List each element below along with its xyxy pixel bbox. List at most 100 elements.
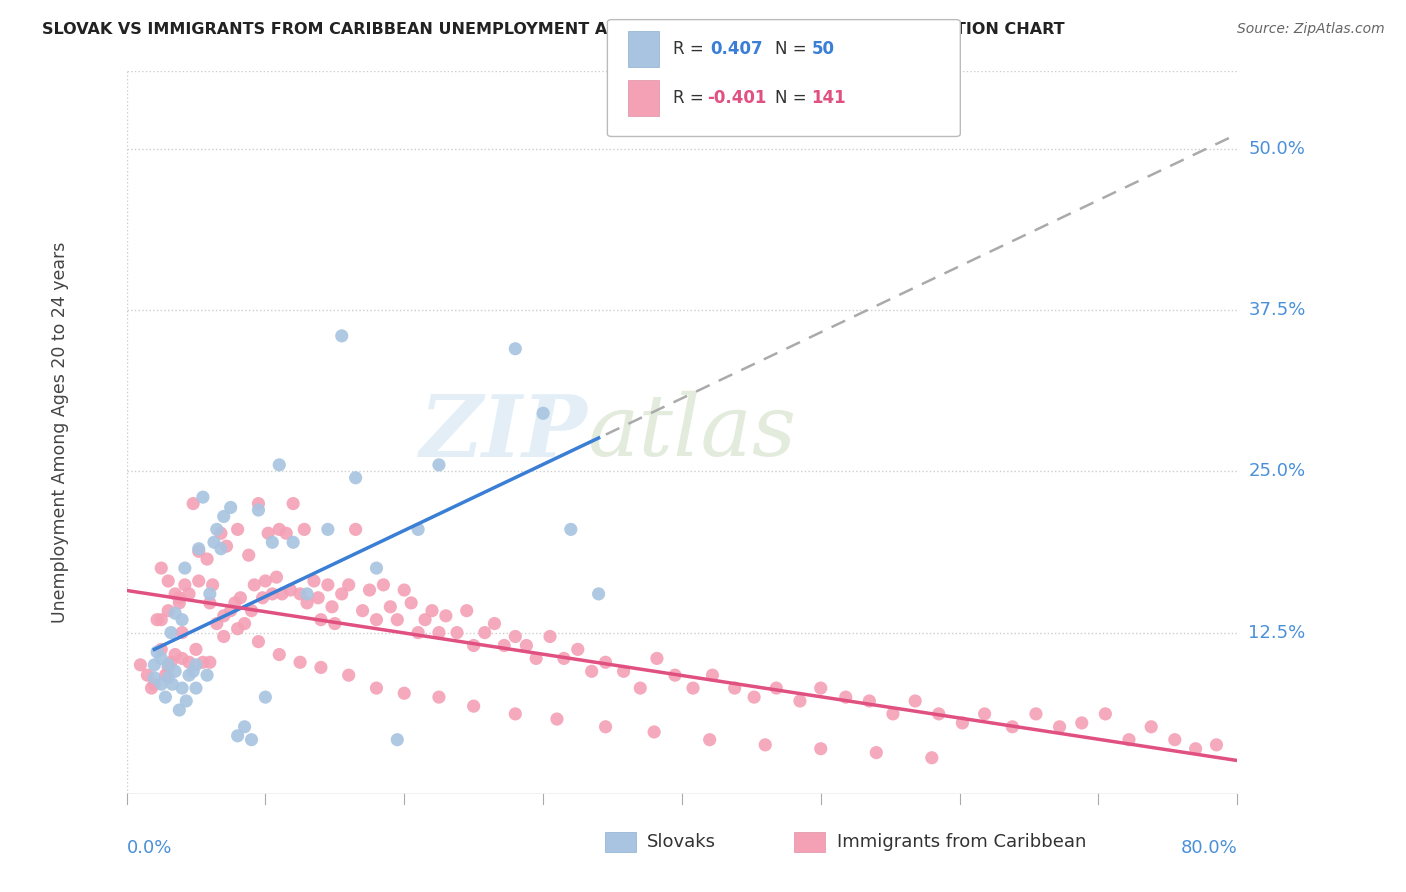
Point (257, 526, 280, 541)
Point (226, 522, 249, 536)
Point (219, 500, 242, 515)
Point (904, 694, 927, 708)
Point (463, 639, 485, 653)
Point (184, 657, 207, 672)
Text: Immigrants from Caribbean: Immigrants from Caribbean (837, 833, 1085, 851)
Point (1094, 706, 1116, 721)
Point (1205, 738, 1227, 752)
Point (141, 681, 163, 695)
Point (1164, 732, 1187, 747)
Point (184, 642, 207, 657)
Point (295, 596, 318, 610)
Point (177, 587, 200, 601)
Point (682, 681, 704, 695)
Point (359, 582, 381, 597)
Point (198, 596, 221, 610)
Text: 12.5%: 12.5% (1249, 624, 1306, 641)
Point (524, 651, 547, 665)
Point (174, 694, 197, 708)
Point (553, 651, 575, 665)
Point (546, 712, 568, 726)
Point (160, 655, 183, 669)
Point (1118, 732, 1140, 747)
Text: 37.5%: 37.5% (1249, 301, 1306, 319)
Text: 50: 50 (811, 40, 834, 58)
Point (177, 655, 200, 669)
Point (1070, 715, 1092, 730)
Point (165, 665, 187, 679)
Point (337, 668, 360, 682)
Point (224, 596, 246, 610)
Point (165, 587, 187, 601)
Point (219, 604, 242, 618)
Point (240, 732, 263, 747)
Point (165, 648, 187, 662)
Point (1025, 706, 1047, 721)
Point (316, 522, 339, 536)
Point (150, 677, 173, 691)
Point (169, 596, 191, 610)
Point (567, 642, 589, 657)
Point (595, 720, 617, 734)
Point (129, 657, 152, 672)
Point (136, 668, 159, 682)
Point (344, 471, 367, 485)
Point (169, 591, 191, 605)
Point (281, 497, 304, 511)
Point (387, 732, 409, 747)
Point (238, 548, 260, 562)
Point (157, 671, 180, 685)
Point (269, 522, 291, 536)
Text: Slovaks: Slovaks (647, 833, 716, 851)
Point (226, 729, 249, 743)
Point (1184, 741, 1206, 756)
Point (266, 570, 288, 584)
Point (344, 522, 367, 536)
Point (205, 616, 228, 631)
Point (645, 651, 668, 665)
Point (269, 648, 291, 662)
Text: Source: ZipAtlas.com: Source: ZipAtlas.com (1237, 22, 1385, 37)
Point (503, 706, 526, 721)
Point (157, 657, 180, 672)
Point (215, 539, 238, 553)
Point (309, 613, 332, 627)
Point (226, 622, 249, 636)
Point (150, 613, 173, 627)
Point (292, 522, 315, 536)
Point (406, 522, 429, 536)
Point (295, 587, 318, 601)
Point (307, 591, 329, 605)
Point (613, 665, 636, 679)
Point (1049, 720, 1071, 734)
Point (882, 706, 904, 721)
Point (702, 668, 724, 682)
Point (699, 732, 721, 747)
Text: atlas: atlas (588, 392, 797, 474)
Point (191, 655, 214, 669)
Point (484, 616, 506, 631)
Point (921, 751, 943, 765)
Point (198, 587, 221, 601)
Point (202, 535, 225, 549)
Point (434, 608, 457, 623)
Point (366, 613, 388, 627)
Point (157, 604, 180, 618)
Point (172, 613, 194, 627)
Point (281, 535, 304, 549)
Point (427, 458, 450, 472)
Point (181, 665, 204, 679)
Point (229, 591, 252, 605)
Point (427, 690, 450, 705)
Point (463, 699, 485, 714)
Point (143, 671, 166, 685)
Point (366, 561, 388, 575)
Point (155, 690, 177, 705)
Point (330, 587, 353, 601)
Point (173, 578, 195, 592)
Point (269, 458, 291, 472)
Point (503, 342, 526, 356)
Text: 50.0%: 50.0% (1249, 140, 1305, 158)
Point (209, 541, 232, 556)
Point (195, 668, 218, 682)
